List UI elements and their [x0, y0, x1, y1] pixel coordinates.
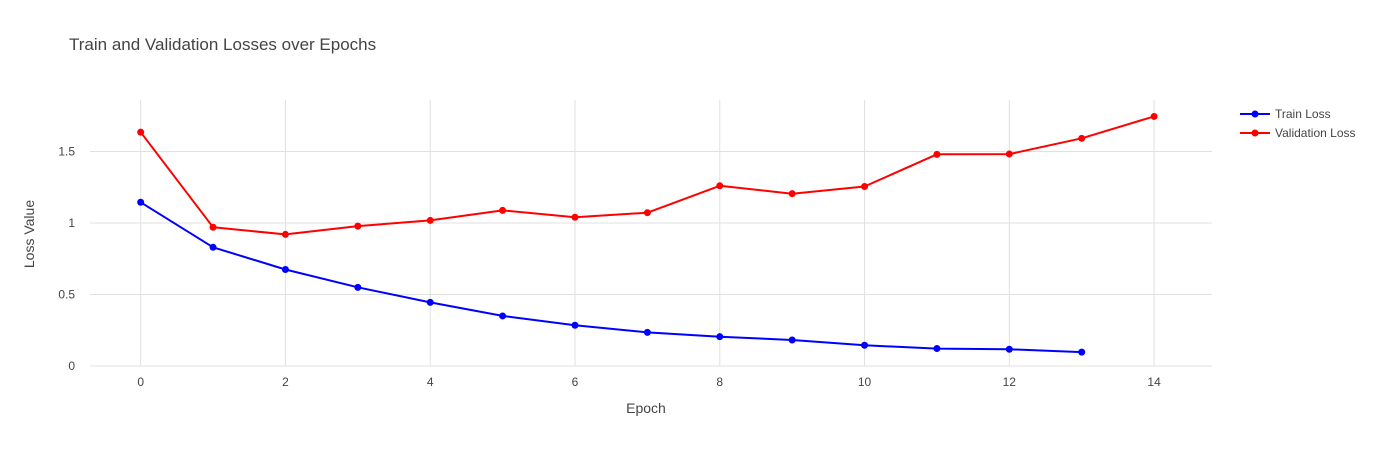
grid — [90, 100, 1212, 367]
legend-item[interactable]: Train Loss — [1240, 107, 1331, 121]
data-point — [1078, 348, 1086, 356]
series-line — [140, 201, 1082, 354]
x-tick-label: 10 — [858, 375, 872, 389]
data-point — [571, 321, 579, 329]
data-point — [137, 128, 145, 136]
data-point — [354, 222, 362, 230]
data-point — [933, 345, 941, 353]
data-point — [933, 150, 941, 158]
y-axis-ticks: 0 0.5 1 1.5 — [58, 144, 75, 373]
data-point — [716, 182, 724, 190]
y-tick-label: 1 — [68, 216, 75, 230]
data-point — [281, 265, 289, 273]
data-point — [716, 333, 724, 341]
y-tick-label: 0.5 — [58, 287, 75, 301]
data-point — [788, 190, 796, 198]
data-point — [1150, 112, 1158, 120]
data-point — [281, 230, 289, 238]
x-tick-label: 0 — [137, 375, 144, 389]
data-point — [571, 213, 579, 221]
data-point — [499, 206, 507, 214]
x-axis-title: Epoch — [626, 400, 666, 416]
data-point — [788, 336, 796, 344]
x-tick-label: 6 — [572, 375, 579, 389]
data-point — [861, 183, 869, 191]
data-point — [499, 312, 507, 320]
x-tick-label: 4 — [427, 375, 434, 389]
data-point — [861, 341, 869, 349]
x-tick-label: 14 — [1147, 375, 1161, 389]
series-1 — [137, 112, 1158, 238]
legend-swatch-marker — [1251, 110, 1259, 118]
legend-label: Validation Loss — [1275, 126, 1356, 140]
y-axis-title: Loss Value — [21, 200, 37, 268]
series — [137, 112, 1158, 356]
legend-label: Train Loss — [1275, 107, 1331, 121]
chart-title: Train and Validation Losses over Epochs — [69, 35, 376, 54]
data-point — [643, 209, 651, 217]
x-tick-label: 8 — [716, 375, 723, 389]
data-point — [426, 298, 434, 306]
x-tick-label: 12 — [1003, 375, 1017, 389]
data-point — [1078, 134, 1086, 142]
data-point — [209, 223, 217, 231]
legend-item[interactable]: Validation Loss — [1240, 126, 1356, 140]
y-tick-label: 1.5 — [58, 144, 75, 158]
legend-swatch-marker — [1251, 129, 1259, 137]
data-point — [354, 283, 362, 291]
x-tick-label: 2 — [282, 375, 289, 389]
y-tick-label: 0 — [68, 359, 75, 373]
x-axis-ticks: 0 2 4 6 8 10 12 14 — [137, 375, 1161, 389]
series-line — [139, 115, 1155, 236]
data-point — [643, 328, 651, 336]
series-0 — [137, 198, 1086, 356]
legend: Train Loss Validation Loss — [1240, 107, 1356, 140]
data-point — [1005, 150, 1013, 158]
data-point — [209, 243, 217, 251]
data-point — [137, 198, 145, 206]
data-point — [426, 216, 434, 224]
data-point — [1005, 345, 1013, 353]
